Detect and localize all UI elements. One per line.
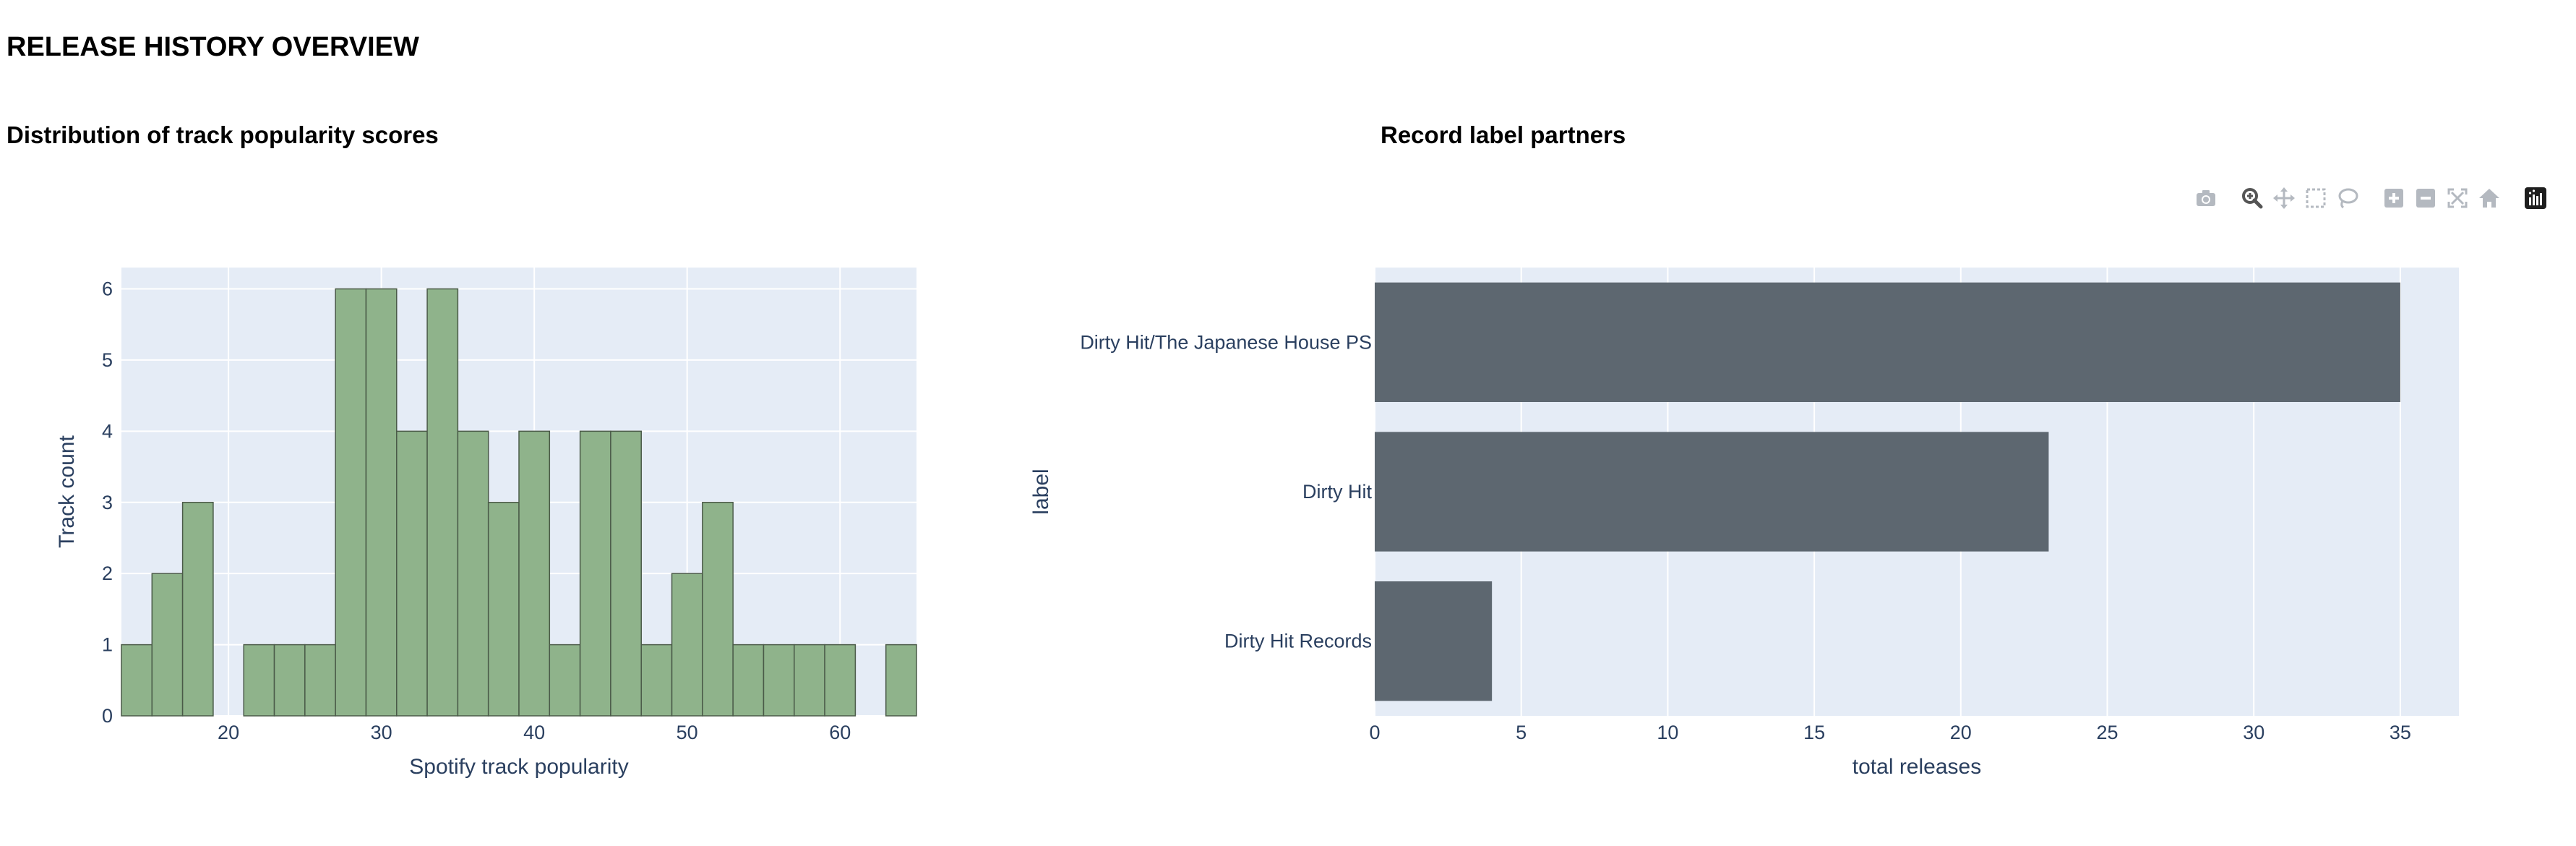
histogram-bar[interactable] [426,288,459,717]
histogram-title: Distribution of track popularity scores [7,121,439,148]
bar-x-tick-label: 0 [1369,722,1380,743]
zoom-in-icon[interactable] [2378,182,2410,214]
histogram-bar[interactable] [151,573,184,717]
histogram-bar[interactable] [763,644,795,717]
label-bar[interactable] [1375,581,1493,701]
histogram-bar[interactable] [304,644,336,717]
histogram-bar[interactable] [365,288,398,717]
modebar-toolbar [2190,182,2551,214]
histogram-bar[interactable] [335,288,367,717]
histogram-bar[interactable] [579,430,611,717]
plotly-logo-icon[interactable] [2520,182,2551,214]
histogram-x-axis-title: Spotify track popularity [409,755,628,779]
histogram-x-tick-label: 60 [829,722,851,743]
histogram-bar[interactable] [518,430,551,717]
histogram-bar[interactable] [640,644,673,717]
label-bar-chart: Dirty Hit/The Japanese House PS Dirty Hit… [1029,268,2459,779]
histogram-chart: 20 30 40 50 60 0 1 2 3 4 5 6 Spotify track popularit… [55,268,917,779]
camera-icon[interactable] [2190,182,2222,214]
bar-category-label: Dirty Hit Records [1224,631,1372,652]
histogram-bar[interactable] [396,430,428,717]
bar-x-tick-label: 30 [2243,722,2264,743]
bar-x-tick-label: 10 [1657,722,1678,743]
histogram-bar[interactable] [457,430,489,717]
histogram-bar[interactable] [181,502,214,717]
histogram-x-tick-label: 50 [677,722,698,743]
histogram-bar[interactable] [885,644,917,717]
histogram-x-tick-label: 20 [218,722,239,743]
histogram-bar[interactable] [824,644,856,717]
histogram-y-tick-label: 5 [102,349,113,371]
histogram-bar[interactable] [671,573,703,717]
histogram-bar[interactable] [702,502,734,717]
bar-chart-title: Record label partners [1381,121,1626,148]
autoscale-icon[interactable] [2442,182,2473,214]
histogram-bar[interactable] [121,644,153,717]
histogram-bar[interactable] [273,644,306,717]
bar-category-label: Dirty Hit/The Japanese House PS [1080,331,1372,353]
bar-x-axis-title: total releases [1852,755,1981,779]
histogram-y-tick-label: 3 [102,492,113,513]
zoom-icon[interactable] [2236,182,2268,214]
histogram-y-tick-label: 6 [102,278,113,300]
box-select-icon[interactable] [2300,182,2332,214]
histogram-bar[interactable] [732,644,765,717]
histogram-y-tick-label: 0 [102,705,113,727]
histogram-bar[interactable] [549,644,581,717]
histogram-bar[interactable] [243,644,275,717]
histogram-x-tick-label: 40 [523,722,545,743]
histogram-bar[interactable] [610,430,642,717]
bar-y-axis-title: label [1029,469,1053,514]
bar-x-tick-label: 35 [2390,722,2411,743]
reset-axes-icon[interactable] [2473,182,2505,214]
label-bar[interactable] [1375,282,2400,402]
histogram-y-tick-label: 4 [102,420,113,442]
page-title: RELEASE HISTORY OVERVIEW [7,32,419,62]
bar-x-tick-label: 15 [1803,722,1825,743]
histogram-bar[interactable] [794,644,825,717]
bar-x-tick-label: 5 [1516,722,1527,743]
bar-x-tick-label: 20 [1950,722,1972,743]
histogram-y-tick-label: 2 [102,563,113,584]
lasso-select-icon[interactable] [2332,182,2364,214]
histogram-y-tick-label: 1 [102,634,113,656]
bar-x-tick-label: 25 [2096,722,2118,743]
histogram-y-axis-title: Track count [55,435,79,548]
histogram-bar[interactable] [487,502,520,717]
label-bar[interactable] [1375,432,2049,552]
bar-category-label: Dirty Hit [1302,481,1372,503]
histogram-x-tick-label: 30 [371,722,392,743]
pan-icon[interactable] [2268,182,2300,214]
zoom-out-icon[interactable] [2410,182,2442,214]
